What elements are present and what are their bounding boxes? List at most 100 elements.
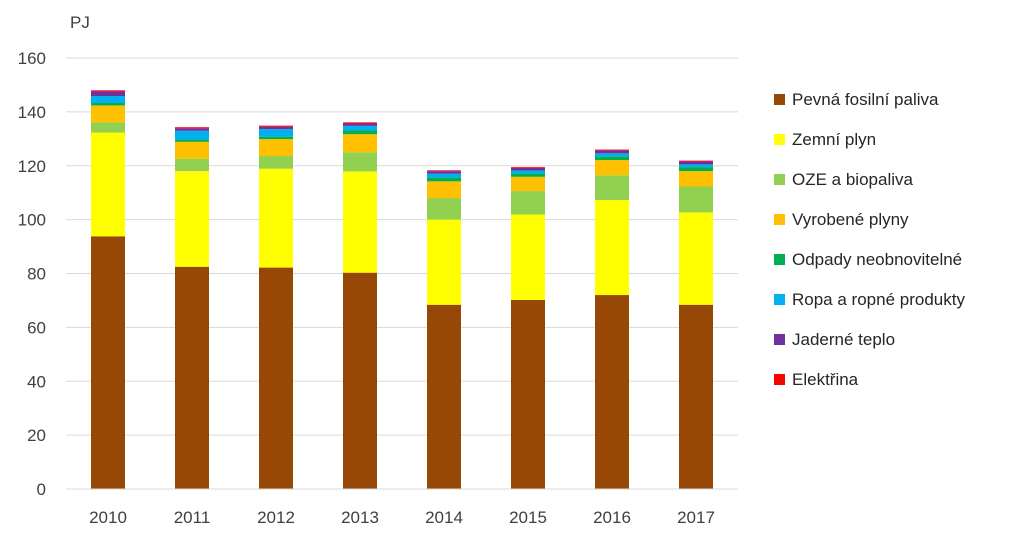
y-tick-label: 160 [18, 49, 46, 68]
bar-segment [259, 129, 293, 137]
legend-label: Ropa a ropné produkty [792, 290, 965, 309]
legend-swatch [774, 134, 785, 145]
bar-segment [511, 173, 545, 177]
legend-label: OZE a biopaliva [792, 170, 913, 189]
legend-item: OZE a biopaliva [774, 170, 913, 189]
bar-segment [595, 150, 629, 154]
legend-label: Vyrobené plyny [792, 210, 909, 229]
bar-segment [259, 125, 293, 127]
bar-segment [343, 130, 377, 135]
bars [91, 90, 713, 489]
bar-segment [259, 136, 293, 140]
bar-segment [91, 90, 125, 92]
bar-segment [343, 152, 377, 172]
bar-segment [91, 102, 125, 106]
bar-segment [427, 170, 461, 172]
bar-segment [343, 171, 377, 273]
bar-segment [259, 139, 293, 157]
bar-segment [175, 266, 209, 489]
bar-segment [91, 236, 125, 489]
y-axis-unit-label: PJ [70, 13, 90, 32]
legend-label: Zemní plyn [792, 130, 876, 149]
bar-segment [175, 128, 209, 131]
legend-swatch [774, 294, 785, 305]
x-tick-label: 2015 [509, 508, 547, 527]
bar-segment [175, 171, 209, 267]
x-tick-label: 2013 [341, 508, 379, 527]
bar-segment [427, 219, 461, 305]
legend-label: Jaderné teplo [792, 330, 895, 349]
legend-label: Odpady neobnovitelné [792, 250, 962, 269]
legend-label: Pevná fosilní paliva [792, 90, 939, 109]
x-axis: 2010 2011 2012 2013 2014 2015 2016 2017 [66, 488, 738, 527]
legend-item: Pevná fosilní paliva [774, 90, 939, 109]
bar-segment [511, 191, 545, 215]
bar-segment [259, 267, 293, 489]
legend-item: Elektřina [774, 370, 859, 389]
y-tick-label: 40 [27, 372, 46, 391]
bar-segment [595, 153, 629, 157]
legend-item: Zemní plyn [774, 130, 876, 149]
legend-item: Jaderné teplo [774, 330, 895, 349]
bar-segment [259, 168, 293, 268]
y-tick-label: 100 [18, 211, 46, 230]
bar-segment [91, 132, 125, 237]
y-tick-label: 80 [27, 265, 46, 284]
y-tick-label: 60 [27, 318, 46, 337]
legend-swatch [774, 174, 785, 185]
bar-segment [595, 199, 629, 296]
bar-segment [175, 130, 209, 140]
bar-segment [511, 167, 545, 168]
y-tick-label: 0 [37, 480, 46, 499]
bar-segment [679, 212, 713, 305]
bar-segment [679, 164, 713, 168]
bar-segment [259, 126, 293, 130]
bar-segment [91, 122, 125, 133]
bar-segment [511, 176, 545, 192]
bar-segment [595, 160, 629, 176]
y-tick-label: 140 [18, 103, 46, 122]
bar-segment [91, 91, 125, 96]
legend: Pevná fosilní paliva Zemní plyn OZE a biop… [774, 90, 965, 389]
bar-segment [175, 127, 209, 129]
bar-segment [511, 214, 545, 300]
bar-segment [427, 177, 461, 182]
bar-segment [427, 304, 461, 489]
bar-segment [91, 95, 125, 103]
x-tick-label: 2011 [174, 508, 211, 527]
bar-segment [679, 171, 713, 187]
bar-segment [343, 123, 377, 126]
bar-segment [343, 134, 377, 153]
legend-swatch [774, 214, 785, 225]
bar-segment [679, 304, 713, 489]
bar-segment [427, 173, 461, 178]
bar-segment [511, 167, 545, 171]
bar-segment [175, 158, 209, 172]
bar-segment [595, 175, 629, 200]
bar-segment [595, 149, 629, 151]
y-tick-label: 20 [27, 426, 46, 445]
bar-segment [175, 141, 209, 159]
legend-swatch [774, 334, 785, 345]
bar-segment [427, 171, 461, 174]
bar-segment [679, 161, 713, 165]
y-tick-label: 120 [18, 157, 46, 176]
legend-item: Odpady neobnovitelné [774, 250, 962, 269]
bar-segment [175, 139, 209, 142]
bar-segment [511, 170, 545, 174]
bar-segment [343, 272, 377, 489]
bar-segment [427, 198, 461, 220]
x-tick-label: 2014 [425, 508, 463, 527]
y-axis: 0 20 40 60 80 100 120 140 160 [18, 49, 46, 499]
legend-swatch [774, 94, 785, 105]
bar-segment [595, 295, 629, 489]
bar-segment [343, 125, 377, 131]
bar-segment [679, 186, 713, 213]
bar-segment [427, 181, 461, 199]
bar-segment [511, 299, 545, 489]
x-tick-label: 2012 [257, 508, 295, 527]
legend-item: Ropa a ropné produkty [774, 290, 965, 309]
bar-segment [679, 160, 713, 162]
bar-segment [343, 122, 377, 124]
